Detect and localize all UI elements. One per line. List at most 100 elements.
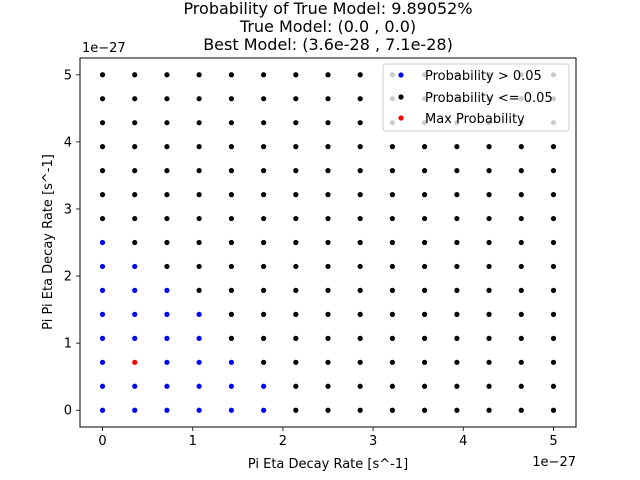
point-high-prob: [164, 383, 170, 389]
point-low-prob: [518, 287, 524, 293]
point-high-prob: [261, 407, 267, 413]
point-low-prob: [99, 192, 106, 198]
point-high-prob: [99, 359, 106, 365]
point-low-prob: [132, 72, 138, 78]
point-low-prob: [550, 263, 557, 270]
point-low-prob: [357, 287, 363, 293]
point-low-prob: [421, 383, 428, 389]
point-low-prob: [486, 144, 492, 150]
point-low-prob: [357, 120, 363, 126]
point-high-prob: [132, 263, 138, 270]
y-tick-label: 5: [64, 68, 72, 83]
point-low-prob: [99, 215, 106, 222]
point-low-prob: [196, 287, 202, 293]
point-low-prob: [421, 287, 428, 293]
point-low-prob: [518, 144, 524, 150]
point-low-prob: [421, 335, 428, 341]
point-low-prob: [518, 335, 524, 341]
point-low-prob: [132, 144, 138, 150]
point-low-prob: [196, 192, 202, 198]
y-offset-label: 1e−27: [82, 41, 126, 56]
point-low-prob: [357, 359, 363, 365]
point-low-prob: [357, 168, 363, 174]
point-low-prob: [454, 383, 460, 389]
point-low-prob: [357, 192, 363, 198]
legend-marker-red: [398, 115, 404, 121]
point-high-prob: [99, 263, 106, 270]
point-low-prob: [550, 168, 557, 174]
point-low-prob: [357, 335, 363, 341]
point-low-prob: [132, 192, 138, 198]
point-low-prob: [132, 215, 138, 222]
point-high-prob: [196, 335, 202, 341]
point-low-prob: [293, 239, 299, 246]
point-low-prob: [99, 120, 106, 126]
x-tick-label: 3: [369, 434, 377, 449]
point-low-prob: [357, 407, 363, 413]
point-low-prob: [228, 263, 235, 270]
point-low-prob: [389, 168, 395, 174]
point-low-prob: [325, 287, 331, 293]
point-high-prob: [99, 383, 106, 389]
point-low-prob: [389, 263, 395, 270]
point-low-prob: [164, 72, 170, 78]
point-low-prob: [421, 144, 428, 150]
point-low-prob: [164, 239, 170, 246]
point-low-prob: [454, 335, 460, 341]
point-low-prob: [389, 311, 395, 317]
point-low-prob: [325, 168, 331, 174]
point-low-prob: [454, 311, 460, 317]
point-low-prob: [454, 263, 460, 270]
chart-title-line-2: True Model: (0.0 , 0.0): [239, 17, 416, 36]
point-low-prob: [228, 215, 235, 222]
point-high-prob: [99, 311, 106, 317]
point-low-prob: [228, 192, 235, 198]
point-low-prob: [325, 311, 331, 317]
point-low-prob: [325, 263, 331, 270]
point-low-prob: [164, 144, 170, 150]
point-low-prob: [550, 335, 557, 341]
point-low-prob: [550, 383, 557, 389]
point-high-prob: [228, 407, 235, 413]
point-low-prob: [454, 287, 460, 293]
point-low-prob: [228, 96, 235, 102]
point-low-prob: [518, 383, 524, 389]
point-low-prob: [164, 96, 170, 102]
x-axis-label: Pi Eta Decay Rate [s^-1]: [248, 457, 408, 472]
legend-marker-black: [398, 94, 404, 100]
point-low-prob: [132, 120, 138, 126]
point-low-prob: [261, 215, 267, 222]
point-high-prob: [132, 383, 138, 389]
point-high-prob: [164, 287, 170, 293]
point-low-prob: [421, 239, 428, 246]
point-high-prob: [261, 383, 267, 389]
point-low-prob: [357, 72, 363, 78]
point-high-prob: [164, 335, 170, 341]
point-low-prob: [389, 407, 395, 413]
point-low-prob: [454, 215, 460, 222]
point-low-prob: [357, 215, 363, 222]
y-tick-label: 3: [64, 202, 72, 217]
point-low-prob: [486, 335, 492, 341]
y-tick-label: 0: [64, 404, 72, 419]
point-low-prob: [261, 192, 267, 198]
point-low-prob: [261, 168, 267, 174]
point-low-prob: [421, 359, 428, 365]
chart-title-line-1: Probability of True Model: 9.89052%: [183, 0, 472, 18]
point-low-prob: [454, 239, 460, 246]
legend-label-max: Max Probability: [425, 112, 525, 127]
point-low-prob: [99, 72, 106, 78]
x-tick-label: 4: [459, 434, 467, 449]
point-low-prob: [357, 263, 363, 270]
point-low-prob: [228, 72, 235, 78]
point-low-prob: [486, 263, 492, 270]
point-low-prob: [293, 383, 299, 389]
point-low-prob: [293, 263, 299, 270]
y-tick-label: 4: [64, 135, 72, 150]
point-low-prob: [196, 120, 202, 126]
legend-label-prob-gt: Probability > 0.05: [425, 69, 542, 84]
point-low-prob: [132, 239, 138, 246]
point-low-prob: [486, 383, 492, 389]
point-low-prob: [389, 239, 395, 246]
point-low-prob: [421, 263, 428, 270]
